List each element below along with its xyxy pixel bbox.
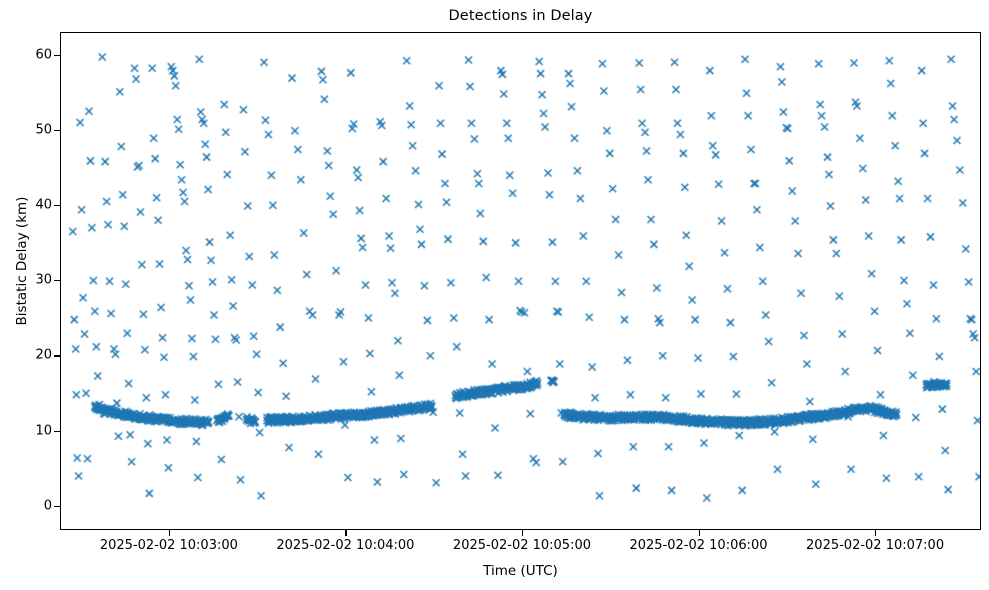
y-tick-label: 20 <box>35 347 52 363</box>
y-axis-tick-labels: 0 10 20 30 40 50 60 <box>0 0 52 590</box>
y-axis-label: Bistatic Delay (km) <box>14 196 30 326</box>
x-tick-label: 2025-02-02 10:06:00 <box>629 538 768 553</box>
x-tick-label: 2025-02-02 10:05:00 <box>452 538 592 553</box>
y-tick-label: 30 <box>35 272 52 288</box>
x-tick-label: 2025-02-02 10:03:00 <box>99 538 238 553</box>
x-tick-mark <box>875 530 877 536</box>
y-tick-mark <box>54 280 60 282</box>
y-tick-label: 60 <box>35 47 52 63</box>
y-tick-mark <box>54 505 60 508</box>
x-axis-label: Time (UTC) <box>483 563 558 579</box>
x-tick-mark <box>168 530 170 536</box>
x-tick-mark <box>345 530 347 536</box>
scatter-plot-canvas <box>61 33 980 529</box>
y-tick-mark <box>54 355 60 357</box>
x-tick-mark <box>698 530 700 536</box>
plot-axes <box>60 32 981 530</box>
x-tick-label: 2025-02-02 10:07:00 <box>806 538 945 553</box>
page-title: Detections in Delay <box>448 8 593 24</box>
y-tick-label: 50 <box>35 122 52 138</box>
x-tick-label: 2025-02-02 10:04:00 <box>276 538 415 553</box>
y-tick-mark <box>54 129 60 131</box>
y-tick-label: 10 <box>35 423 52 439</box>
y-tick-label: 40 <box>35 197 52 213</box>
y-tick-mark <box>54 205 60 207</box>
y-tick-mark <box>54 54 60 56</box>
y-tick-label: 0 <box>43 498 52 514</box>
x-axis-tick-labels: 2025-02-02 10:03:00 2025-02-02 10:04:00 20… <box>0 538 989 560</box>
y-tick-mark <box>54 430 60 432</box>
x-tick-mark <box>521 530 524 536</box>
